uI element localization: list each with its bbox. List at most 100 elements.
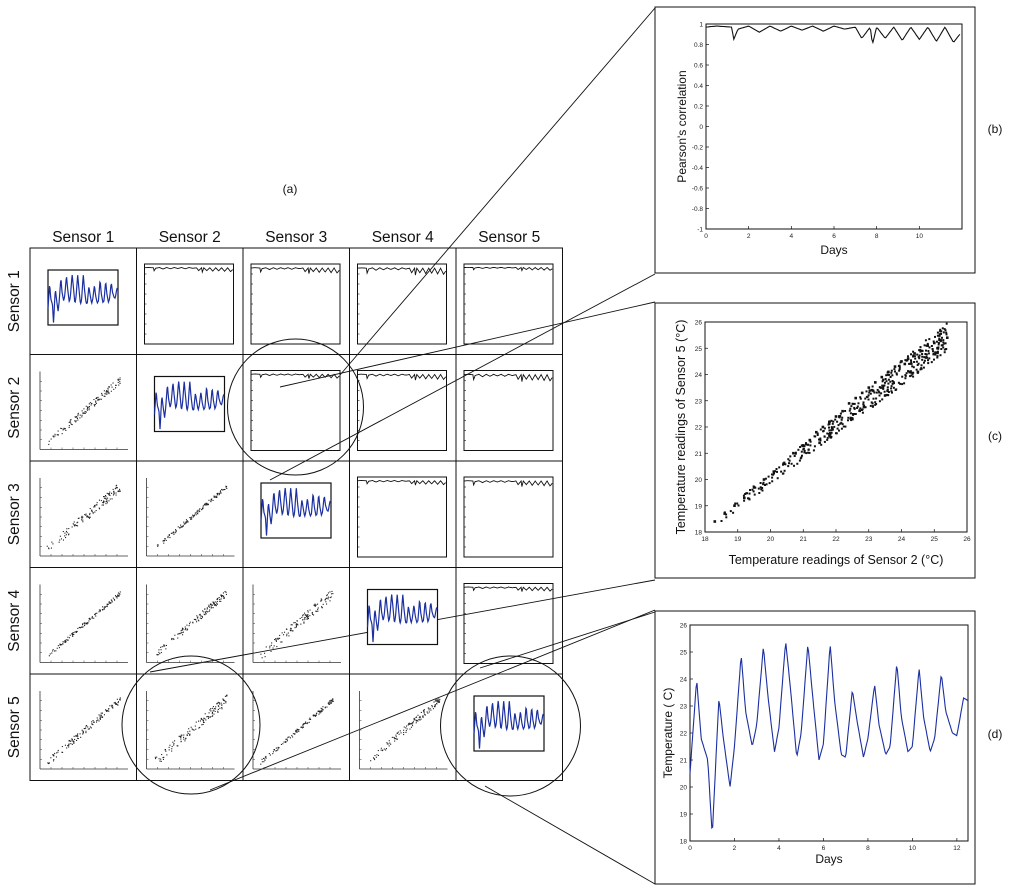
scatter-point xyxy=(889,380,892,383)
scatter-mini-point xyxy=(426,711,428,713)
scatter-point xyxy=(762,478,766,481)
scatter-mini-point xyxy=(72,632,74,634)
scatter-mini-point xyxy=(385,748,387,750)
scatter-mini-point xyxy=(89,512,91,514)
scatter-point xyxy=(917,355,920,358)
scatter-point xyxy=(852,413,854,415)
scatter-point xyxy=(890,390,893,393)
scatter-mini-point xyxy=(264,652,266,654)
scatter-point xyxy=(884,378,887,380)
scatter-mini-point xyxy=(315,610,317,612)
scatter-mini-point xyxy=(170,532,172,534)
correlation-mini-line xyxy=(463,479,553,487)
scatter-mini-point xyxy=(96,397,98,399)
scatter-mini-point xyxy=(428,709,430,711)
scatter-mini-point xyxy=(217,597,219,599)
scatter-mini-point xyxy=(51,541,53,543)
scatter-mini-point xyxy=(81,517,83,519)
scatter-mini-point xyxy=(87,516,89,518)
scatter-point xyxy=(936,331,939,334)
scatter-mini-point xyxy=(188,625,190,627)
scatter-mini-point xyxy=(276,637,278,639)
scatter-mini-point xyxy=(287,736,289,738)
scatter-mini-point xyxy=(77,738,79,740)
scatter-mini-point xyxy=(88,618,90,620)
scatter-mini-point xyxy=(64,428,66,430)
scatter-point xyxy=(894,389,897,391)
scatter-mini-point xyxy=(112,382,114,384)
scatter-mini-point xyxy=(311,612,313,614)
scatter-mini-point xyxy=(220,702,222,704)
scatter-mini-point xyxy=(385,749,387,751)
scatter-mini-point xyxy=(202,719,204,721)
scatter-mini-point xyxy=(202,610,204,612)
scatter-mini-point xyxy=(398,733,400,735)
scatter-mini-point xyxy=(117,701,119,703)
scatter-mini-point xyxy=(220,600,222,602)
scatter-point xyxy=(758,492,761,494)
scatter-mini-point xyxy=(222,592,224,594)
scatter-mini-point xyxy=(199,508,201,510)
scatter-point xyxy=(803,445,806,448)
scatter-point xyxy=(946,336,949,339)
scatter-mini-point xyxy=(106,492,108,494)
y-tick-label: -0.8 xyxy=(692,206,704,213)
scatter-point xyxy=(878,394,881,397)
scatter-mini-point xyxy=(95,510,97,512)
scatter-point xyxy=(908,370,911,373)
scatter-mini-point xyxy=(208,716,210,718)
scatter-mini-point xyxy=(81,729,83,731)
scatter-mini-point xyxy=(211,498,213,500)
scatter-mini-point xyxy=(85,727,87,729)
scatter-mini-point xyxy=(434,705,436,707)
scatter-mini-point xyxy=(265,757,267,759)
scatter-mini-point xyxy=(292,733,294,735)
scatter-mini-point xyxy=(199,720,201,722)
scatter-mini-point xyxy=(302,724,304,726)
scatter-mini-point xyxy=(306,615,308,617)
scatter-point xyxy=(918,354,921,357)
scatter-mini-point xyxy=(308,721,310,723)
scatter-mini-point xyxy=(106,393,108,395)
scatter-point xyxy=(886,371,889,374)
scatter-mini-point xyxy=(68,533,70,535)
y-axis-label: Pearson's correlation xyxy=(675,70,689,182)
scatter-mini-point xyxy=(77,521,79,523)
scatter-mini-point xyxy=(111,600,113,602)
scatter-mini-point xyxy=(212,706,214,708)
scatter-point xyxy=(943,348,946,351)
scatter-point xyxy=(783,469,786,472)
scatter-point xyxy=(939,328,942,331)
scatter-density-cloud xyxy=(720,322,948,522)
scatter-mini-point xyxy=(409,728,411,730)
scatter-point xyxy=(942,341,945,344)
scatter-mini-point xyxy=(93,721,95,723)
scatter-mini-point xyxy=(201,509,203,511)
y-axis-label: Temperature readings of Sensor 5 (°C) xyxy=(674,320,688,535)
scatter-mini-point xyxy=(115,494,117,496)
scatter-mini-point xyxy=(115,384,117,386)
y-tick-label: 19 xyxy=(680,812,688,819)
scatter-mini-point xyxy=(100,398,102,400)
scatter-mini-point xyxy=(418,718,420,720)
scatter-point xyxy=(919,368,922,371)
scatter-mini-point xyxy=(88,403,90,405)
scatter-mini-point xyxy=(306,723,308,725)
matrix-row-header: Sensor 2 xyxy=(6,377,23,439)
scatter-mini-point xyxy=(68,740,70,742)
scatter-point xyxy=(880,375,884,379)
scatter-mini-point xyxy=(162,540,164,542)
scatter-point xyxy=(733,504,736,507)
scatter-point xyxy=(854,396,857,400)
scatter-mini-point xyxy=(214,604,216,606)
scatter-point xyxy=(838,416,841,419)
scatter-mini-point xyxy=(52,754,54,756)
scatter-mini-point xyxy=(164,645,166,647)
scatter-mini-point xyxy=(423,709,425,711)
scatter-point xyxy=(859,397,862,400)
scatter-mini-point xyxy=(279,637,281,639)
scatter-mini-point xyxy=(71,633,73,635)
scatter-mini-point xyxy=(156,544,158,546)
scatter-point xyxy=(887,391,890,393)
scatter-mini-point xyxy=(439,698,441,700)
